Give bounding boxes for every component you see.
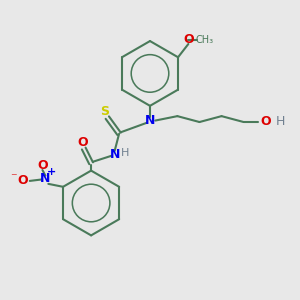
Text: N: N (110, 148, 120, 161)
Text: +: + (47, 167, 56, 177)
Text: H: H (121, 148, 129, 158)
Text: ⁻: ⁻ (10, 172, 16, 184)
Text: H: H (276, 115, 285, 128)
Text: N: N (145, 114, 155, 127)
Text: O: O (17, 174, 28, 188)
Text: O: O (37, 159, 48, 172)
Text: S: S (100, 105, 109, 118)
Text: CH₃: CH₃ (196, 34, 214, 45)
Text: O: O (77, 136, 88, 149)
Text: N: N (40, 172, 51, 185)
Text: O: O (183, 33, 194, 46)
Text: O: O (261, 115, 271, 128)
